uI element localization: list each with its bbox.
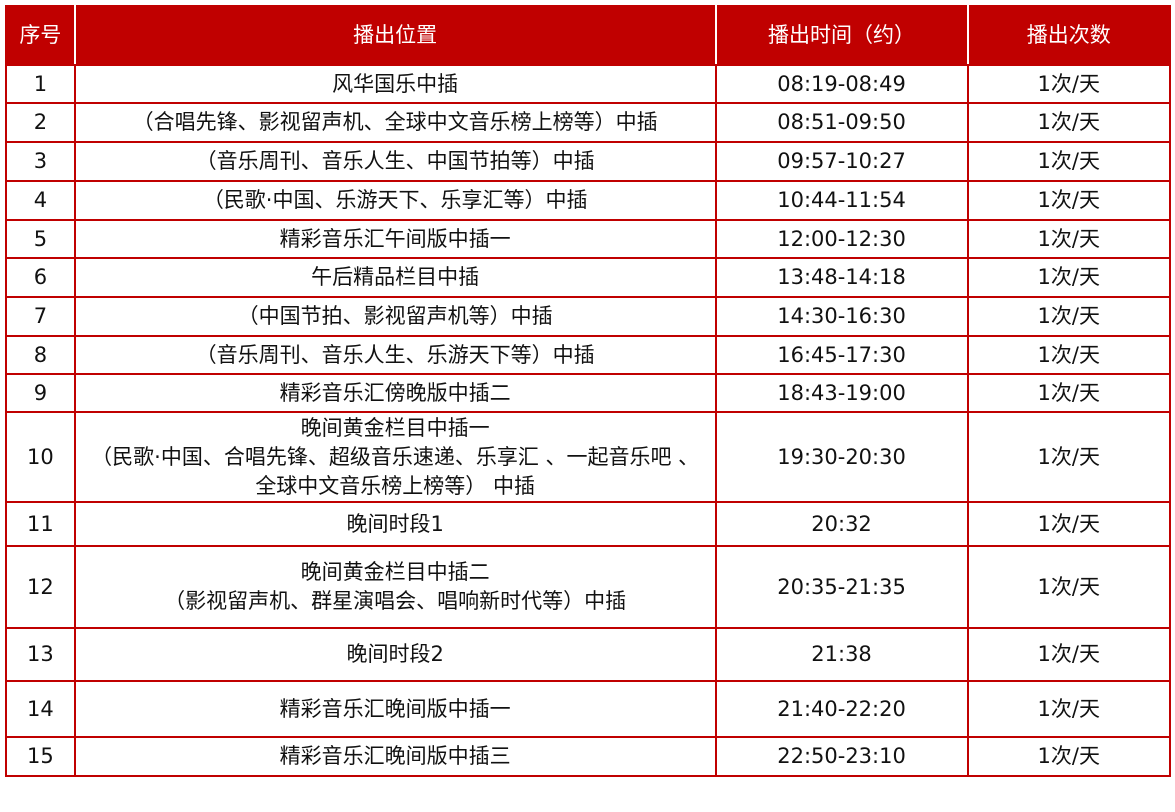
cell-time: 09:57-10:27: [714, 141, 969, 182]
cell-time: 14:30-16:30: [714, 296, 969, 337]
cell-time: 08:51-09:50: [714, 102, 969, 143]
cell-time: 21:38: [714, 627, 969, 682]
cell-index: 8: [5, 335, 76, 375]
cell-index: 1: [5, 64, 76, 104]
table-row: 3 （音乐周刊、音乐人生、中国节拍等）中插 09:57-10:27 1次/天: [5, 141, 1172, 182]
cell-count: 1次/天: [966, 627, 1172, 682]
cell-position: 精彩音乐汇午间版中插一: [73, 219, 717, 259]
cell-position: 风华国乐中插: [73, 64, 717, 104]
cell-count: 1次/天: [966, 335, 1172, 375]
cell-position: 午后精品栏目中插: [73, 257, 717, 298]
cell-index: 12: [5, 545, 76, 629]
header-position: 播出位置: [73, 5, 717, 66]
cell-index: 15: [5, 736, 76, 777]
table-row: 13 晚间时段2 21:38 1次/天: [5, 627, 1172, 682]
cell-index: 2: [5, 102, 76, 143]
cell-index: 11: [5, 501, 76, 547]
cell-index: 3: [5, 141, 76, 182]
cell-time: 22:50-23:10: [714, 736, 969, 777]
cell-index: 10: [5, 411, 76, 503]
cell-time: 20:35-21:35: [714, 545, 969, 629]
table-row: 8 （音乐周刊、音乐人生、乐游天下等）中插 16:45-17:30 1次/天: [5, 335, 1172, 375]
cell-count: 1次/天: [966, 545, 1172, 629]
cell-index: 5: [5, 219, 76, 259]
cell-count: 1次/天: [966, 411, 1172, 503]
table-row: 11 晚间时段1 20:32 1次/天: [5, 501, 1172, 547]
cell-time: 18:43-19:00: [714, 373, 969, 413]
cell-position: 精彩音乐汇晚间版中插一: [73, 680, 717, 738]
cell-count: 1次/天: [966, 102, 1172, 143]
cell-time: 21:40-22:20: [714, 680, 969, 738]
header-index: 序号: [5, 5, 76, 66]
cell-time: 19:30-20:30: [714, 411, 969, 503]
cell-count: 1次/天: [966, 373, 1172, 413]
cell-position: （合唱先锋、影视留声机、全球中文音乐榜上榜等）中插: [73, 102, 717, 143]
cell-time: 08:19-08:49: [714, 64, 969, 104]
header-time: 播出时间（约）: [714, 5, 969, 66]
cell-position: 精彩音乐汇晚间版中插三: [73, 736, 717, 777]
cell-count: 1次/天: [966, 257, 1172, 298]
table-row: 6 午后精品栏目中插 13:48-14:18 1次/天: [5, 257, 1172, 298]
cell-index: 6: [5, 257, 76, 298]
cell-count: 1次/天: [966, 296, 1172, 337]
cell-count: 1次/天: [966, 736, 1172, 777]
table-row: 12 晚间黄金栏目中插二 （影视留声机、群星演唱会、唱响新时代等）中插 20:35-…: [5, 545, 1172, 629]
header-row: 序号 播出位置 播出时间（约） 播出次数: [5, 5, 1172, 66]
cell-position: 精彩音乐汇傍晚版中插二: [73, 373, 717, 413]
table-row: 4 （民歌·中国、乐游天下、乐享汇等）中插 10:44-11:54 1次/天: [5, 180, 1172, 221]
table-row: 7 （中国节拍、影视留声机等）中插 14:30-16:30 1次/天: [5, 296, 1172, 337]
cell-index: 9: [5, 373, 76, 413]
cell-position: 晚间时段2: [73, 627, 717, 682]
cell-time: 10:44-11:54: [714, 180, 969, 221]
cell-position: （音乐周刊、音乐人生、中国节拍等）中插: [73, 141, 717, 182]
broadcast-schedule-table: 序号 播出位置 播出时间（约） 播出次数 1 风华国乐中插 08:19-08:49 1…: [5, 5, 1172, 777]
table-row: 2 （合唱先锋、影视留声机、全球中文音乐榜上榜等）中插 08:51-09:50 1次/…: [5, 102, 1172, 143]
cell-count: 1次/天: [966, 180, 1172, 221]
cell-time: 20:32: [714, 501, 969, 547]
cell-time: 12:00-12:30: [714, 219, 969, 259]
cell-position: （民歌·中国、乐游天下、乐享汇等）中插: [73, 180, 717, 221]
cell-index: 4: [5, 180, 76, 221]
table-row: 14 精彩音乐汇晚间版中插一 21:40-22:20 1次/天: [5, 680, 1172, 738]
cell-count: 1次/天: [966, 680, 1172, 738]
cell-index: 7: [5, 296, 76, 337]
cell-position: 晚间黄金栏目中插二 （影视留声机、群星演唱会、唱响新时代等）中插: [73, 545, 717, 629]
table-row: 1 风华国乐中插 08:19-08:49 1次/天: [5, 64, 1172, 104]
table-row: 10 晚间黄金栏目中插一 （民歌·中国、合唱先锋、超级音乐速递、乐享汇 、一起音乐…: [5, 411, 1172, 503]
cell-position: （中国节拍、影视留声机等）中插: [73, 296, 717, 337]
cell-index: 13: [5, 627, 76, 682]
cell-position: 晚间时段1: [73, 501, 717, 547]
cell-index: 14: [5, 680, 76, 738]
header-count: 播出次数: [966, 5, 1172, 66]
cell-count: 1次/天: [966, 501, 1172, 547]
cell-count: 1次/天: [966, 64, 1172, 104]
table-row: 5 精彩音乐汇午间版中插一 12:00-12:30 1次/天: [5, 219, 1172, 259]
table-row: 15 精彩音乐汇晚间版中插三 22:50-23:10 1次/天: [5, 736, 1172, 777]
cell-position: （音乐周刊、音乐人生、乐游天下等）中插: [73, 335, 717, 375]
table-row: 9 精彩音乐汇傍晚版中插二 18:43-19:00 1次/天: [5, 373, 1172, 413]
cell-time: 16:45-17:30: [714, 335, 969, 375]
cell-time: 13:48-14:18: [714, 257, 969, 298]
cell-position: 晚间黄金栏目中插一 （民歌·中国、合唱先锋、超级音乐速递、乐享汇 、一起音乐吧 …: [73, 411, 717, 503]
cell-count: 1次/天: [966, 141, 1172, 182]
cell-count: 1次/天: [966, 219, 1172, 259]
